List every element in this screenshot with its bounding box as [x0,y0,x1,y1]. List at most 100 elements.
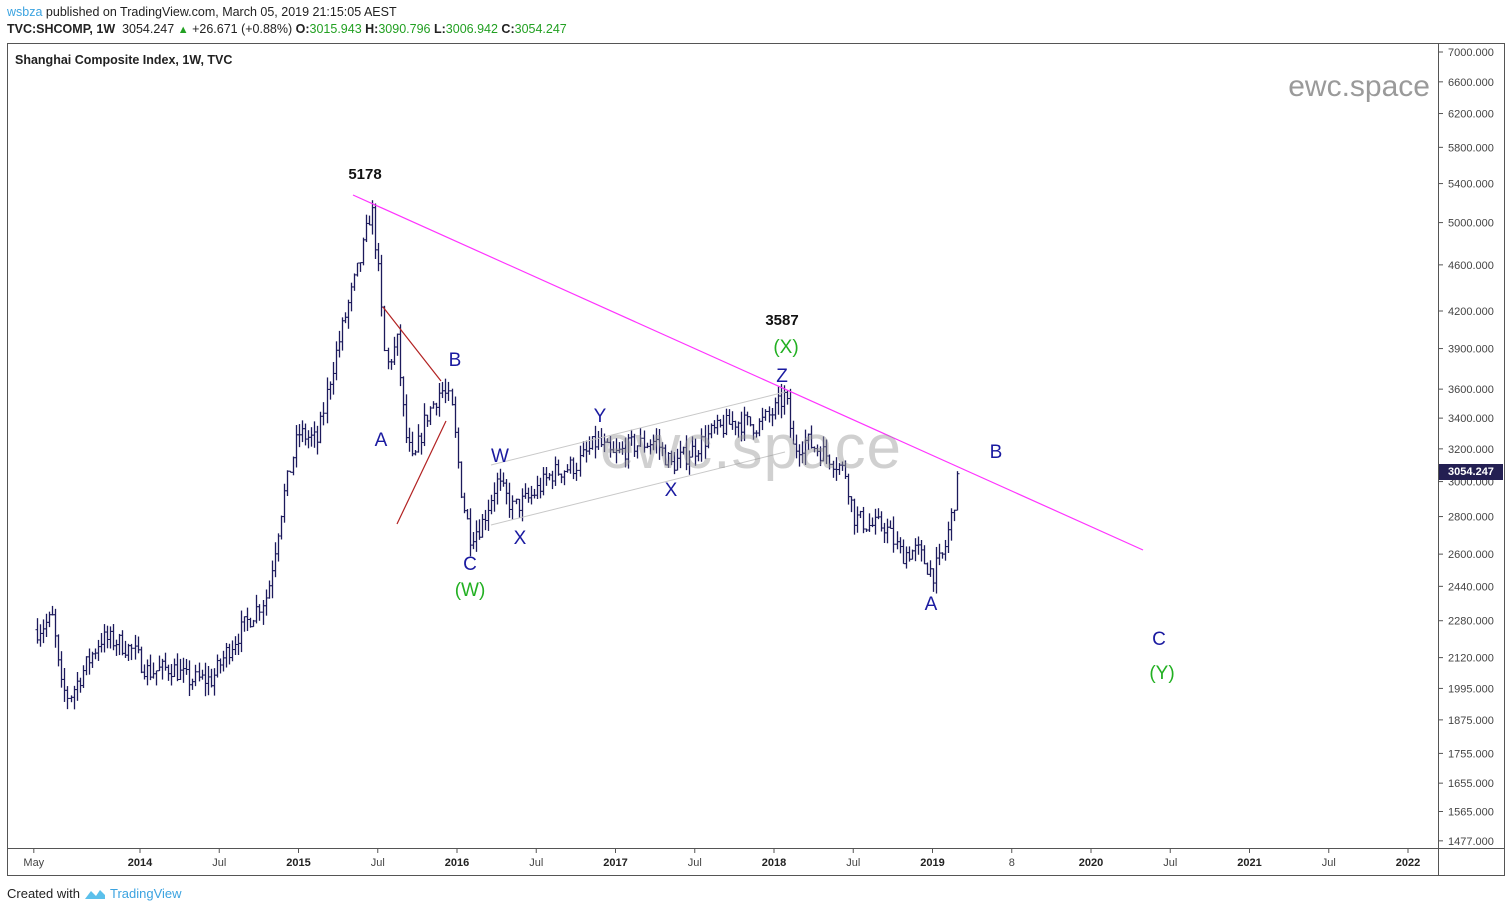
ohlc-bar [297,424,302,448]
ohlc-bar [276,533,281,562]
ohlc-bar [340,317,345,351]
ohlc-bar [355,262,360,277]
time-tick-label: Jul [529,857,543,869]
time-tick-label: Jul [846,857,860,869]
ohlc-bar [221,650,226,672]
ohlc-bar [913,538,918,562]
ohlc-bar [919,540,924,562]
ohlc-bar [489,494,494,515]
ohlc-bar [102,624,107,653]
ohlc-bar [401,376,406,417]
ohlc-bar [946,521,951,554]
high-label: H: [365,22,379,36]
ohlc-bar [337,330,342,358]
ohlc-bar [389,358,394,370]
price-tick-label: 7000.000 [1448,47,1494,59]
chart-frame [7,43,1505,876]
triangle-lower-line[interactable] [396,420,447,525]
price-tick-label: 2440.000 [1448,581,1494,593]
wave-label-y: Y [593,406,607,427]
ohlc-bar [416,424,421,453]
ohlc-bar [404,394,409,444]
ohlc-bar [99,632,104,653]
wave-label-5178: 5178 [348,166,382,183]
ohlc-bar [468,508,473,557]
change: +26.671 (+0.88%) [192,22,293,36]
price-axis[interactable]: 7000.000 6600.000 6200.000 5800.000 5400.000… [1438,47,1494,848]
tradingview-logo-icon [84,889,105,899]
wave-label-c: C [463,554,477,575]
ohlc-bar [867,513,872,532]
time-axis[interactable]: May 2014 Jul 2015 Jul 2016 Jul 2017 Jul 2018 Jul 20… [23,848,1420,869]
triangle-upper-line[interactable] [382,306,442,382]
ohlc-bar [157,655,162,672]
price-tick-label: 2120.000 [1448,653,1494,665]
time-tick-label: 2019 [920,857,944,869]
ohlc-bar [59,651,64,688]
high-value: 3090.796 [378,22,431,36]
ohlc-bar [361,237,366,266]
ohlc-bar [315,425,320,455]
ohlc-bar [922,545,927,565]
ohlc-bar [544,467,549,486]
time-tick-label: 2018 [762,857,786,869]
close-value: 3054.247 [514,22,567,36]
ohlc-bar [312,421,317,448]
open-value: 3015.943 [309,22,362,36]
ohlc-bar [885,518,890,544]
ohlc-bar [492,482,497,512]
ohlc-bar [587,436,592,455]
ohlc-bar [227,643,232,665]
ohlc-bar [44,613,49,637]
ohlc-bar [593,425,598,459]
price-tick-label: 3200.000 [1448,444,1494,456]
watermark-center: ewc.space [600,413,902,482]
ohlc-bar [827,454,832,470]
price-tick-label: 5800.000 [1448,142,1494,154]
ohlc-bar [38,624,43,647]
ohlc-bar [410,431,415,457]
trendline[interactable] [352,194,1144,551]
wave-label-c2: C [1152,629,1166,650]
ohlc-bar [370,200,375,235]
ohlc-bar [41,619,46,644]
ohlc-bar [952,509,957,522]
time-tick-label: 2021 [1237,857,1261,869]
ohlc-bar [300,420,305,443]
ohlc-bar [895,531,900,550]
ohlc-bar [181,657,186,683]
wave-label-x2: X [664,480,678,501]
ohlc-bar [443,378,448,404]
ohlc-bar [785,390,790,405]
ohlc-bar [776,386,781,415]
ohlc-bar [62,667,67,702]
ohlc-bar [133,634,138,660]
tradingview-link[interactable]: TradingView [109,886,182,901]
ohlc-bar [407,427,412,452]
ohlc-bar [65,686,70,710]
ohlc-bar [428,406,433,426]
ohlc-bar [855,506,860,533]
wave-label-w: W [491,446,509,467]
wave-label-x-paren: (X) [773,337,799,358]
ohlc-bar [538,477,543,499]
ohlc-bar [763,409,768,421]
ohlc-bar [267,580,272,599]
channel-lower-line[interactable] [490,451,786,526]
ohlc-bar [437,382,442,417]
ohlc-bar [474,520,479,552]
ohlc-bar [556,459,561,476]
ohlc-bar [151,662,156,679]
time-tick-label: Jul [688,857,702,869]
ohlc-bar [590,436,595,450]
channel-upper-line[interactable] [490,391,786,466]
ohlc-bar [279,515,284,540]
time-tick-label: 2015 [286,857,310,869]
ohlc-bar [949,508,954,541]
ohlc-bar [75,672,80,701]
time-tick-label: May [23,857,44,869]
ohlc-bar [108,626,113,649]
ohlc-bar [53,608,58,648]
author-link[interactable]: wsbza [7,5,43,19]
